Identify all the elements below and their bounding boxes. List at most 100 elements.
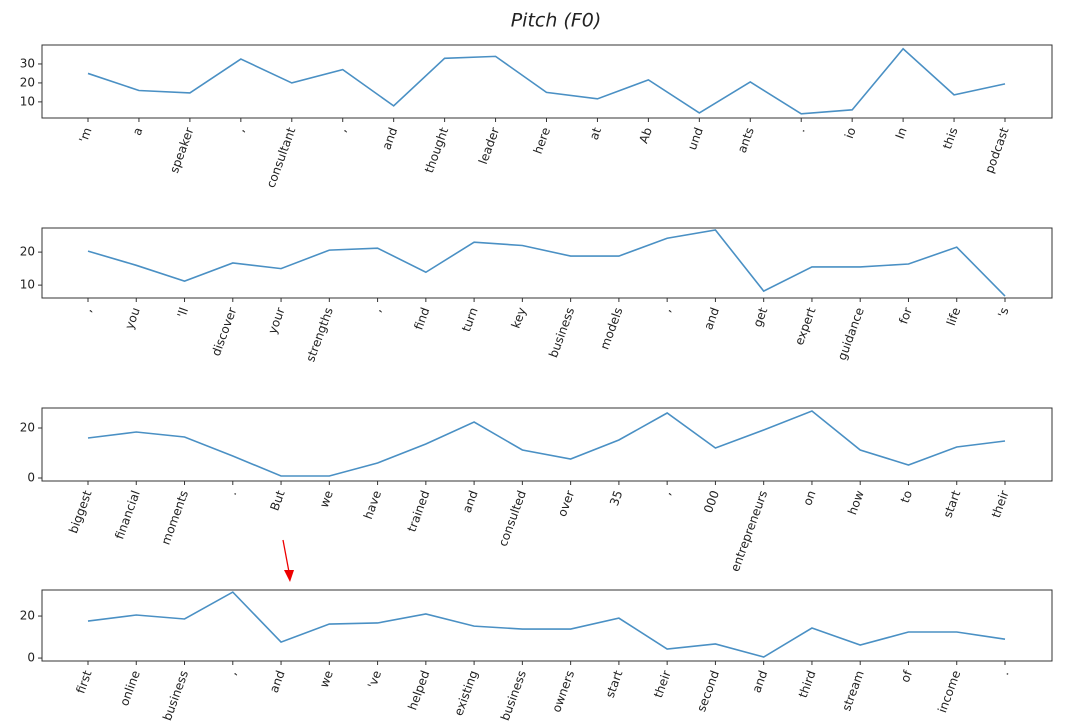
annotation-arrowhead — [284, 570, 294, 582]
x-tick-label: online — [117, 669, 143, 708]
x-tick-label: models — [597, 306, 625, 352]
x-tick-label: , — [659, 306, 673, 314]
x-tick-label: this — [940, 126, 961, 151]
x-tick-label: existing — [451, 669, 480, 718]
x-tick-label: 000 — [701, 489, 722, 515]
plot-frame — [41, 589, 1053, 662]
plot-frame — [41, 407, 1053, 482]
x-tick-label: 35 — [607, 489, 625, 508]
x-tick-label: , — [225, 669, 239, 677]
x-tick-label: start — [603, 668, 626, 699]
x-tick-label: consultant — [264, 125, 299, 189]
x-tick-label: 'll — [175, 306, 192, 320]
pitch-line — [87, 410, 1006, 477]
x-tick-label: . — [997, 669, 1011, 677]
x-tick-label: 's — [995, 306, 1011, 320]
x-tick-label: business — [498, 669, 529, 723]
x-tick-label: of — [898, 668, 915, 684]
pitch-line — [87, 229, 1006, 297]
x-tick-label: to — [898, 489, 915, 505]
x-tick-label: find — [411, 306, 432, 332]
x-tick-label: , — [370, 306, 384, 314]
x-tick-label: 'm — [76, 126, 94, 145]
x-tick-label: start — [941, 488, 964, 519]
x-tick-label: and — [701, 306, 722, 332]
x-tick-label: have — [361, 489, 384, 521]
chart-title: Pitch (F0) — [511, 10, 602, 32]
x-tick-label: ants — [735, 126, 757, 155]
y-tick-label: 0 — [27, 651, 35, 665]
x-tick-label: at — [587, 125, 604, 141]
y-tick-label: 10 — [20, 278, 35, 292]
x-tick-label: . — [793, 126, 807, 134]
x-tick-label: and — [460, 489, 481, 515]
x-tick-label: on — [800, 489, 818, 508]
plot-frame — [41, 227, 1053, 299]
x-tick-label: a — [130, 126, 146, 138]
x-tick-label: . — [225, 489, 239, 497]
x-tick-label: stream — [839, 669, 867, 713]
x-tick-label: life — [944, 306, 963, 328]
x-tick-label: leader — [476, 126, 502, 167]
x-tick-label: income — [935, 669, 963, 715]
x-tick-label: speaker — [167, 126, 196, 175]
x-tick-label: und — [685, 126, 706, 152]
y-tick-label: 20 — [20, 75, 35, 89]
x-tick-label: for — [896, 306, 915, 326]
x-tick-label: business — [160, 669, 191, 723]
x-tick-label: podcast — [982, 125, 1011, 175]
x-tick-label: guidance — [835, 306, 867, 363]
annotation-arrow — [282, 539, 290, 573]
x-tick-label: moments — [159, 489, 192, 547]
x-tick-label: we — [317, 489, 336, 510]
x-tick-label: strengths — [303, 306, 336, 364]
x-tick-label: In — [893, 126, 910, 141]
x-tick-label: expert — [792, 305, 819, 347]
x-tick-label: business — [546, 306, 577, 360]
y-tick-label: 20 — [20, 609, 35, 623]
x-tick-label: your — [265, 306, 287, 336]
x-tick-label: their — [989, 489, 1012, 520]
x-tick-label: consulted — [496, 489, 529, 549]
y-tick-label: 10 — [20, 94, 35, 108]
x-tick-label: , — [659, 489, 673, 497]
x-tick-label: entrepreneurs — [728, 489, 770, 574]
x-tick-label: Ab — [636, 126, 655, 146]
y-tick-label: 20 — [20, 245, 35, 259]
x-tick-label: get — [750, 305, 770, 329]
x-tick-label: and — [267, 669, 288, 695]
x-tick-label: thought — [422, 125, 451, 174]
x-tick-label: helped — [405, 669, 432, 712]
x-tick-label: , — [335, 126, 349, 134]
x-tick-label: here — [531, 126, 553, 156]
x-tick-label: over — [555, 489, 577, 519]
x-tick-label: we — [317, 669, 336, 690]
x-tick-label: 've — [365, 669, 384, 691]
x-tick-label: io — [842, 126, 859, 141]
x-tick-label: second — [694, 669, 722, 714]
x-tick-label: financial — [112, 489, 143, 541]
y-tick-label: 30 — [20, 56, 35, 70]
x-tick-label: , — [80, 306, 94, 314]
x-tick-label: trained — [405, 489, 433, 534]
x-tick-label: you — [122, 306, 143, 332]
x-tick-label: But — [267, 488, 287, 512]
pitch-line — [87, 47, 1006, 115]
x-tick-label: turn — [459, 306, 481, 334]
x-tick-label: key — [509, 306, 529, 331]
plot-frame — [41, 44, 1053, 119]
pitch-line — [87, 591, 1006, 658]
x-tick-label: their — [651, 669, 674, 700]
x-tick-label: biggest — [66, 488, 94, 535]
x-tick-label: first — [73, 668, 94, 695]
x-tick-label: , — [233, 126, 247, 134]
x-tick-label: owners — [549, 669, 577, 715]
y-tick-label: 20 — [20, 421, 35, 435]
x-tick-label: and — [749, 669, 770, 695]
y-tick-label: 0 — [27, 471, 35, 485]
x-tick-label: discover — [209, 306, 239, 358]
x-tick-label: third — [796, 669, 819, 700]
x-tick-label: how — [845, 488, 867, 516]
